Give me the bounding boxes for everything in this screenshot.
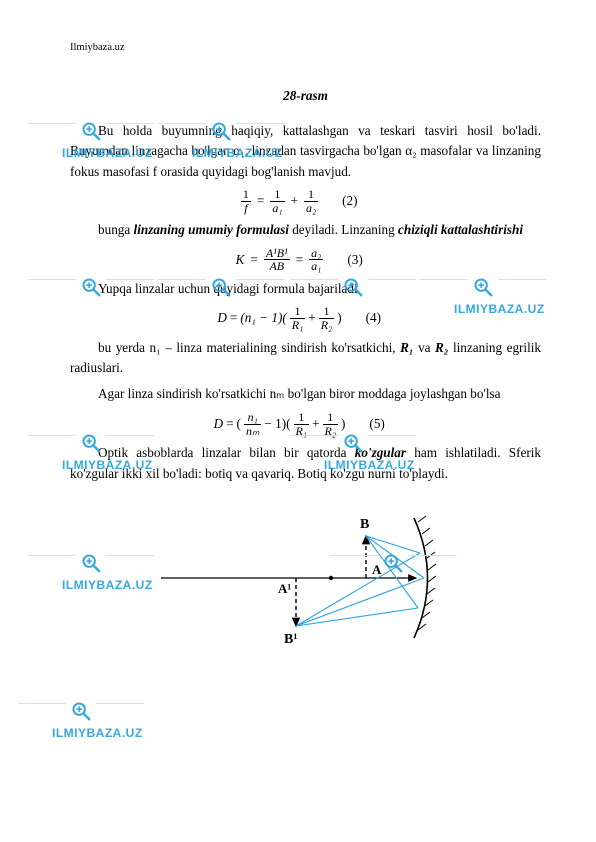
page: Ilmiybaza.uz 28-rasm Bu holda buyumning … <box>0 0 596 842</box>
mirror-diagram: B A A¹ B¹ <box>70 498 541 658</box>
p6b: ko'zgular <box>355 445 406 460</box>
eq4-f1n: 1 <box>290 305 306 319</box>
eq5-fa-d: nₘ <box>244 425 261 438</box>
eq5-plus: + <box>312 414 319 434</box>
paragraph-3: Yupqa linzalar uchun quyidagi formula ba… <box>70 279 541 299</box>
watermark-icon <box>70 700 92 722</box>
paragraph-5: Agar linza sindirish ko'rsatkichi nₘ bo'… <box>70 384 541 404</box>
eq4-plus: + <box>308 308 315 328</box>
eq3-n2: a₂ <box>309 247 323 261</box>
eq5-mid: − 1)( <box>264 414 290 434</box>
equation-2: 1f = 1a₁ + 1a₂ (2) <box>70 188 541 214</box>
eq2-plus: + <box>291 191 298 211</box>
equation-3: K = A¹B¹AB = a₂a₁ (3) <box>70 247 541 273</box>
eq5-f1d: R₁ <box>294 425 310 438</box>
eq3-expr: K = A¹B¹AB = a₂a₁ <box>236 247 324 273</box>
eq5-open: ( <box>237 414 241 434</box>
eq4-number: (4) <box>366 308 394 328</box>
eq5-close: ) <box>341 414 345 434</box>
eq4-f2d: R₂ <box>319 319 335 332</box>
paragraph-4: bu yerda n₁ – linza materialining sindir… <box>70 338 541 379</box>
p4a: bu yerda n₁ – linza materialining sindir… <box>98 340 396 355</box>
figure-label: 28-rasm <box>70 86 541 106</box>
label-A1: A¹ <box>278 581 291 596</box>
eq2-rhs-den: a₂ <box>304 202 318 215</box>
eq2-mid-num: 1 <box>270 188 284 202</box>
p2c: deyiladi. Linzaning <box>292 222 395 237</box>
paragraph-1: Bu holda buyumning haqiqiy, kattalashgan… <box>70 121 541 182</box>
eq5-fa-n: n₁ <box>244 411 261 425</box>
mirror-diagram-svg: B A A¹ B¹ <box>156 498 456 658</box>
p2d: chiziqli kattalashtirishi <box>398 222 523 237</box>
eq2-mid-den: a₁ <box>270 202 284 215</box>
label-B1: B¹ <box>284 632 298 647</box>
eq4-expr: D = (n₁ − 1)( 1R₁ + 1R₂ ) <box>217 305 341 331</box>
equation-5: D = ( n₁nₘ − 1)( 1R₁ + 1R₂ ) (5) <box>70 411 541 437</box>
watermark-text: ILMIYBAZA.UZ <box>52 724 143 743</box>
eq5-eq: = <box>226 414 233 434</box>
p5-text: Agar linza sindirish ko'rsatkichi nₘ bo'… <box>98 386 500 401</box>
eq5-f2d: R₂ <box>323 425 339 438</box>
eq4-f1d: R₁ <box>290 319 306 332</box>
eq3-number: (3) <box>347 250 375 270</box>
eq4-post: ) <box>337 308 341 328</box>
paragraph-2: bunga linzaning umumiy formulasi deyilad… <box>70 220 541 240</box>
p4b: R₁ <box>400 340 413 355</box>
p2a: bunga <box>98 222 130 237</box>
eq3-eq2: = <box>296 250 303 270</box>
eq5-f1n: 1 <box>294 411 310 425</box>
eq4-eq: = <box>230 308 237 328</box>
p6a: Optik asboblarda linzalar bilan bir qato… <box>98 445 346 460</box>
eq2-expr: 1f = 1a₁ + 1a₂ <box>241 188 318 214</box>
site-header: Ilmiybaza.uz <box>70 40 541 56</box>
eq4-f2n: 1 <box>319 305 335 319</box>
p3-text: Yupqa linzalar uchun quyidagi formula ba… <box>98 281 358 296</box>
eq5-expr: D = ( n₁nₘ − 1)( 1R₁ + 1R₂ ) <box>214 411 346 437</box>
eq2-number: (2) <box>342 191 370 211</box>
eq5-number: (5) <box>369 414 397 434</box>
eq2-lhs-num: 1 <box>241 188 251 202</box>
label-A: A <box>372 562 382 577</box>
eq3-eq1: = <box>250 250 257 270</box>
label-B: B <box>360 517 369 532</box>
p2b: linzaning umumiy formulasi <box>134 222 289 237</box>
magnifier-icon <box>70 700 92 722</box>
p1-text: Bu holda buyumning haqiqiy, kattalashgan… <box>70 123 541 179</box>
eq2-lhs-den: f <box>241 202 251 215</box>
equation-4: D = (n₁ − 1)( 1R₁ + 1R₂ ) (4) <box>70 305 541 331</box>
eq5-D: D <box>214 414 224 434</box>
eq2-eq: = <box>257 191 264 211</box>
eq2-rhs-num: 1 <box>304 188 318 202</box>
eq3-n1: A¹B¹ <box>264 247 290 261</box>
eq3-K: K <box>236 250 245 270</box>
eq4-D: D <box>217 308 227 328</box>
p4c: va <box>418 340 430 355</box>
eq4-pre: (n₁ − 1)( <box>240 308 286 328</box>
eq3-d2: a₁ <box>309 260 323 273</box>
eq5-f2n: 1 <box>323 411 339 425</box>
watermark: ILMIYBAZA.UZ <box>52 724 143 743</box>
eq3-d1: AB <box>264 260 290 273</box>
p4d: R₂ <box>435 340 448 355</box>
paragraph-6: Optik asboblarda linzalar bilan bir qato… <box>70 443 541 484</box>
